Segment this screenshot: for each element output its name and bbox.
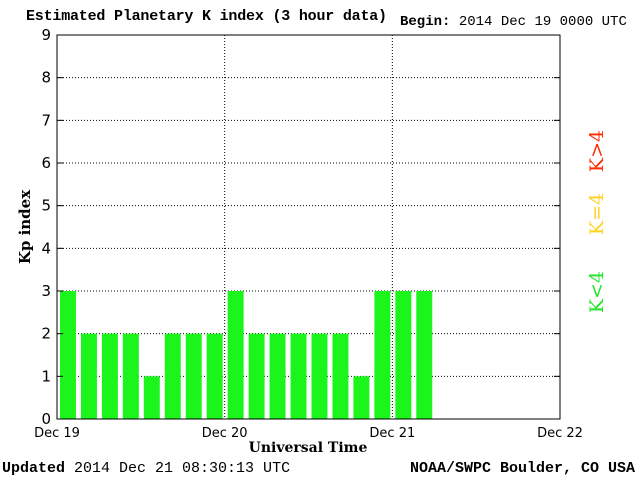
kp-bar: [374, 291, 391, 419]
begin-value: 2014 Dec 19 0000 UTC: [458, 14, 627, 30]
kp-bar: [395, 291, 412, 419]
chart-bars: [60, 291, 433, 419]
x-axis-label: Universal Time: [248, 440, 368, 456]
kp-bar: [143, 376, 160, 419]
kp-bar: [80, 333, 97, 419]
x-tick-label: Dec 21: [369, 426, 415, 441]
kp-bar: [122, 333, 139, 419]
kp-bar: [101, 333, 118, 419]
x-axis-ticks: Dec 19 Dec 20 Dec 21 Dec 22: [34, 426, 583, 441]
plot-frame: [56, 34, 561, 420]
updated-value: 2014 Dec 21 08:30:13 UTC: [74, 460, 291, 477]
kp-bar: [269, 333, 286, 419]
y-tick-label: 5: [41, 197, 51, 215]
y-tick-label: 6: [41, 154, 51, 172]
y-tick-label: 4: [41, 239, 51, 257]
chart-title: Estimated Planetary K index (3 hour data…: [26, 8, 387, 25]
x-tick-label: Dec 20: [202, 426, 248, 441]
y-tick-label: 9: [41, 26, 51, 44]
begin-time: Begin: 2014 Dec 19 0000 UTC: [400, 14, 627, 30]
begin-label: Begin:: [400, 14, 451, 30]
y-axis-label: Kp index: [16, 189, 34, 265]
y-tick-label: 8: [41, 69, 51, 87]
y-tick-label: 7: [41, 111, 51, 129]
credit-text: NOAA/SWPC Boulder, CO USA: [410, 460, 636, 477]
kp-bar: [416, 291, 433, 419]
kp-bar: [60, 291, 76, 419]
kp-bar: [185, 333, 202, 419]
kp-bar: [311, 333, 328, 419]
kp-bar: [332, 333, 349, 419]
updated-timestamp: Updated 2014 Dec 21 08:30:13 UTC: [2, 460, 290, 477]
kp-bar: [290, 333, 307, 419]
y-tick-label: 2: [41, 325, 51, 343]
x-tick-label: Dec 19: [34, 426, 80, 441]
kp-bar: [227, 291, 244, 419]
chart-gridlines: [57, 35, 560, 419]
kp-bar: [248, 333, 265, 419]
y-tick-label: 1: [41, 367, 51, 385]
y-tick-label: 0: [41, 410, 51, 428]
kp-bar: [206, 333, 223, 419]
x-tick-label: Dec 22: [537, 426, 583, 441]
legend-k-greater-4: K>4: [586, 129, 608, 173]
legend-k-less-4: K<4: [586, 270, 608, 314]
kp-bar: [353, 376, 370, 419]
kp-bar: [164, 333, 181, 419]
y-axis-ticks: 0 1 2 3 4 5 6 7 8 9: [41, 26, 560, 428]
legend-k-equal-4: K=4: [586, 192, 608, 236]
updated-label: Updated: [2, 460, 66, 477]
y-tick-label: 3: [41, 282, 51, 300]
